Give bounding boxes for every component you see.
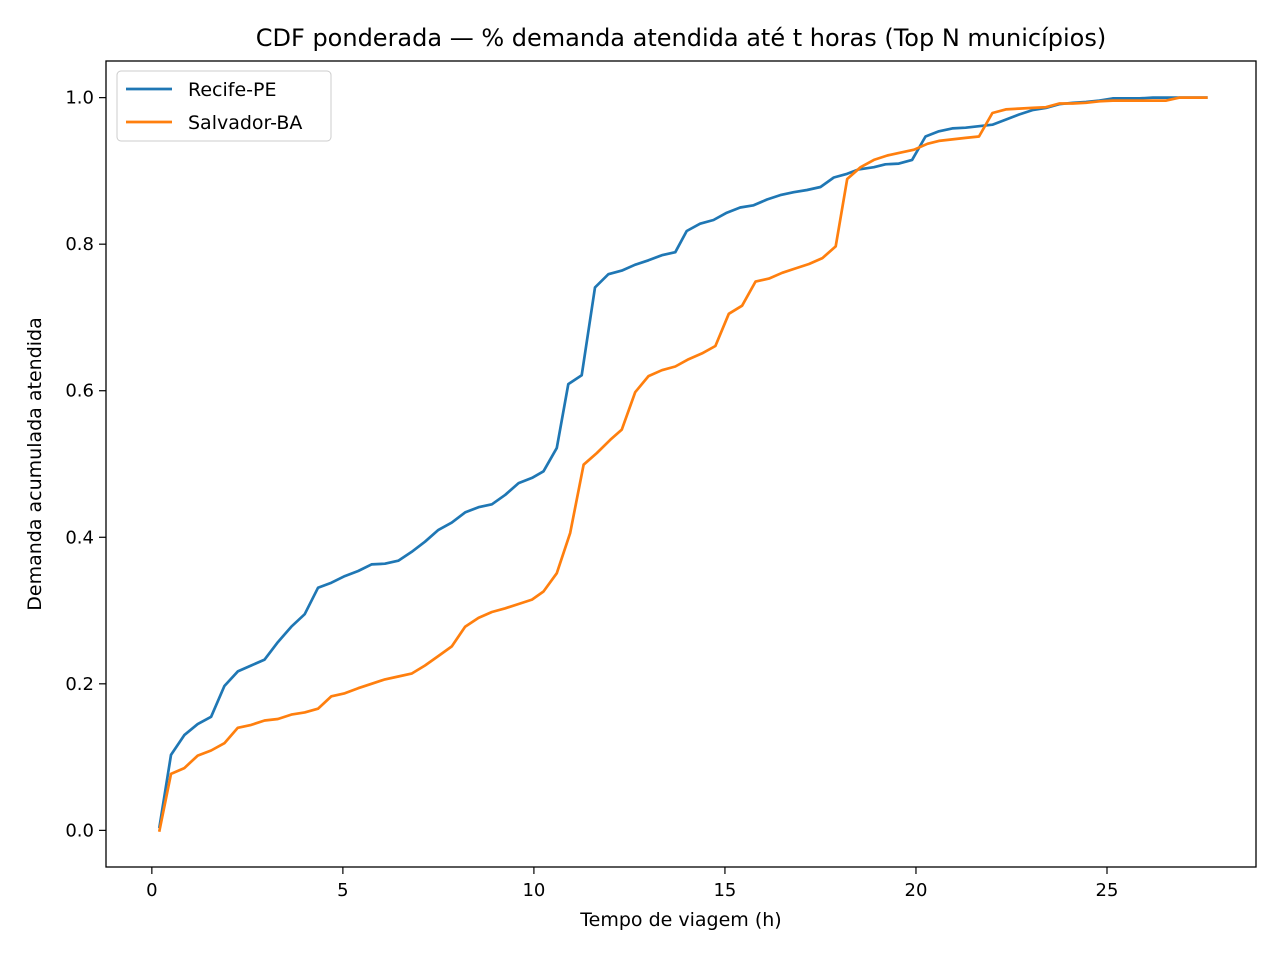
x-tick-label: 5 (337, 880, 348, 901)
series-line-recife-pe (157, 96, 1208, 829)
y-tick-label: 0.2 (65, 674, 94, 695)
y-tick-label: 0.4 (65, 527, 94, 548)
y-axis: 0.0 0.2 0.4 0.6 0.8 1.0 (65, 88, 106, 841)
x-tick-label: 10 (522, 880, 545, 901)
legend-label-recife: Recife-PE (188, 79, 276, 101)
x-tick-label: 20 (905, 880, 928, 901)
y-tick-label: 0.6 (65, 381, 94, 402)
y-axis-label: Demanda acumulada atendida (24, 317, 46, 610)
chart-title: CDF ponderada — % demanda atendida até t… (256, 24, 1106, 52)
legend-label-salvador: Salvador-BA (188, 112, 302, 134)
plot-frame (105, 60, 1257, 868)
series-layer (157, 96, 1208, 832)
y-tick-label: 1.0 (65, 88, 94, 109)
x-tick-label: 25 (1096, 880, 1119, 901)
x-axis: 0 5 10 15 20 25 (146, 867, 1118, 901)
x-tick-label: 15 (713, 880, 736, 901)
plot-area (106, 61, 1256, 867)
y-tick-label: 0.0 (65, 820, 94, 841)
series-line-salvador-ba (157, 96, 1208, 832)
x-tick-label: 0 (146, 880, 157, 901)
y-tick-label: 0.8 (65, 234, 94, 255)
x-axis-label: Tempo de viagem (h) (579, 909, 781, 931)
legend: Recife-PE Salvador-BA (116, 70, 332, 142)
